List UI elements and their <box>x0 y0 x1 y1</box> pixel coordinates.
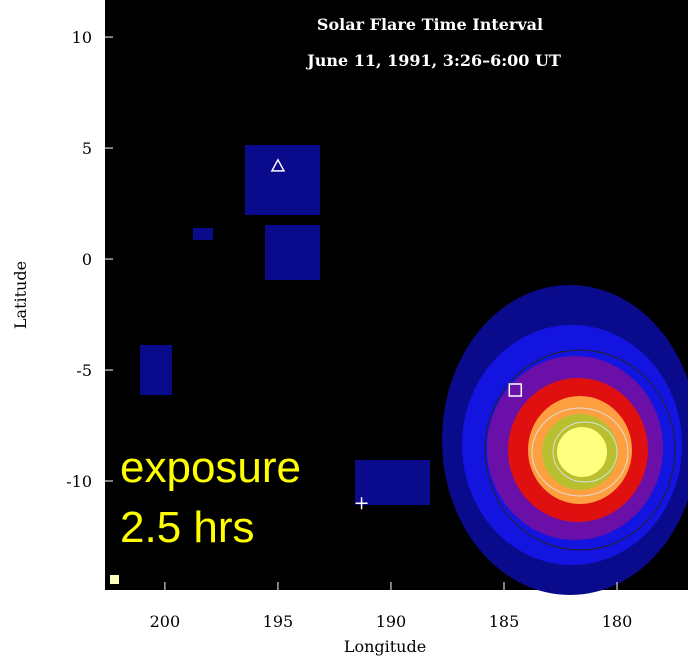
emission-patch <box>245 145 320 215</box>
emission-patch <box>140 345 172 395</box>
y-tick-label: -5 <box>76 361 92 380</box>
x-tick-label: 195 <box>263 612 294 631</box>
x-tick-label: 200 <box>150 612 181 631</box>
emission-patch <box>355 460 430 505</box>
emission-patch <box>265 225 320 280</box>
contour <box>484 349 676 551</box>
y-tick-label: 10 <box>72 28 92 47</box>
intensity-map <box>110 145 688 595</box>
annotation: exposure <box>120 443 301 492</box>
x-tick-label: 190 <box>376 612 407 631</box>
contour <box>531 407 629 497</box>
chart-title: Solar Flare Time Interval <box>317 15 543 34</box>
y-axis-label: Latitude <box>11 261 30 329</box>
y-tick-label: 5 <box>82 139 92 158</box>
corner-marker <box>110 575 119 584</box>
x-axis-label: Longitude <box>344 637 426 656</box>
marker-cross <box>355 497 368 510</box>
chart-subtitle: June 11, 1991, 3:26–6:00 UT <box>305 51 561 70</box>
marker-triangle <box>270 158 286 172</box>
x-tick-label: 185 <box>489 612 520 631</box>
y-tick-label: 0 <box>82 250 92 269</box>
marker-square <box>508 383 523 397</box>
emission-peak <box>557 427 607 477</box>
annotation: 2.5 hrs <box>120 503 255 552</box>
y-tick-label: -10 <box>66 472 92 491</box>
contour <box>552 421 618 483</box>
emission-patch <box>193 228 213 240</box>
x-tick-label: 180 <box>602 612 633 631</box>
